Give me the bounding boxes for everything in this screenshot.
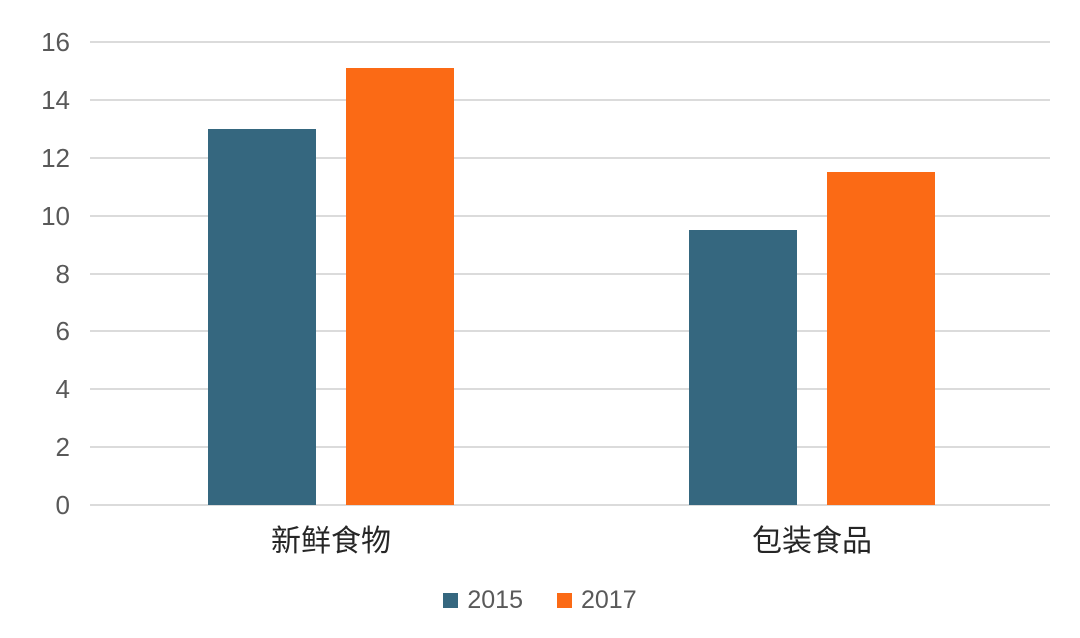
gridline	[90, 388, 1050, 391]
y-axis-tick-label: 4	[55, 374, 70, 405]
gridline	[90, 272, 1050, 275]
gridline	[90, 41, 1050, 43]
gridline	[90, 504, 1050, 506]
y-axis-tick-label: 6	[55, 316, 70, 347]
legend-item-2015: 2015	[443, 586, 523, 615]
y-axis-tick-label: 2	[55, 432, 70, 463]
bar-2015-cat1	[689, 230, 797, 505]
legend-label: 2015	[467, 585, 523, 614]
y-axis-tick-label: 8	[55, 258, 70, 289]
gridline	[90, 214, 1050, 217]
y-axis-tick-label: 14	[41, 84, 70, 115]
legend: 2015 2017	[0, 584, 1080, 616]
legend-item-2017: 2017	[557, 586, 637, 615]
category-label-1: 包装食品	[752, 525, 872, 558]
legend-swatch-icon	[443, 592, 459, 608]
legend-swatch-icon	[557, 592, 572, 608]
bar-2017-cat0	[346, 68, 454, 505]
legend-label: 2017	[581, 585, 637, 614]
y-axis-tick-label: 10	[41, 200, 70, 231]
gridline	[90, 98, 1050, 101]
bar-2017-cat1	[827, 172, 935, 505]
gridline	[90, 156, 1050, 159]
y-axis-tick-label: 16	[41, 27, 70, 57]
y-axis-tick-label: 0	[55, 490, 70, 520]
category-label-0: 新鲜食物	[271, 525, 391, 558]
bar-2015-cat0	[208, 128, 316, 505]
gridline	[90, 330, 1050, 333]
gridline	[90, 446, 1050, 449]
y-axis-tick-label: 12	[41, 142, 70, 173]
